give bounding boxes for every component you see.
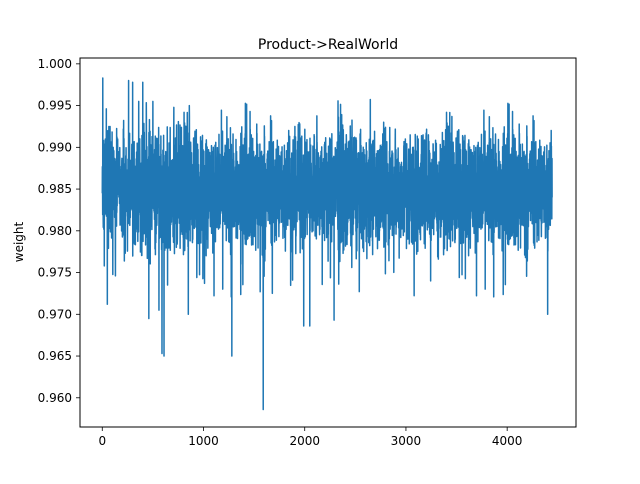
y-tick-label: 0.970 <box>38 307 72 321</box>
y-axis-label: weight <box>12 221 26 262</box>
series-line <box>101 77 553 411</box>
x-tick-label: 3000 <box>391 434 422 448</box>
chart-title: Product->RealWorld <box>258 37 398 53</box>
x-tick-label: 1000 <box>188 434 219 448</box>
y-tick-label: 0.975 <box>38 266 72 280</box>
y-tick-label: 0.985 <box>38 182 72 196</box>
axes-layer: 0 1000 2000 3000 4000 0.960 0.965 0.970 0.975 0.9… <box>38 57 577 448</box>
y-tick-label: 0.960 <box>38 391 72 405</box>
y-tick-label: 0.965 <box>38 349 72 363</box>
series-layer <box>101 77 553 411</box>
y-tick-label: 1.000 <box>38 57 72 71</box>
x-tick-label: 0 <box>98 434 106 448</box>
y-tick-label: 0.980 <box>38 224 72 238</box>
y-tick-label: 0.995 <box>38 99 72 113</box>
x-tick-label: 2000 <box>289 434 320 448</box>
x-tick-label: 4000 <box>492 434 523 448</box>
y-tick-label: 0.990 <box>38 140 72 154</box>
plot-frame <box>79 57 577 428</box>
